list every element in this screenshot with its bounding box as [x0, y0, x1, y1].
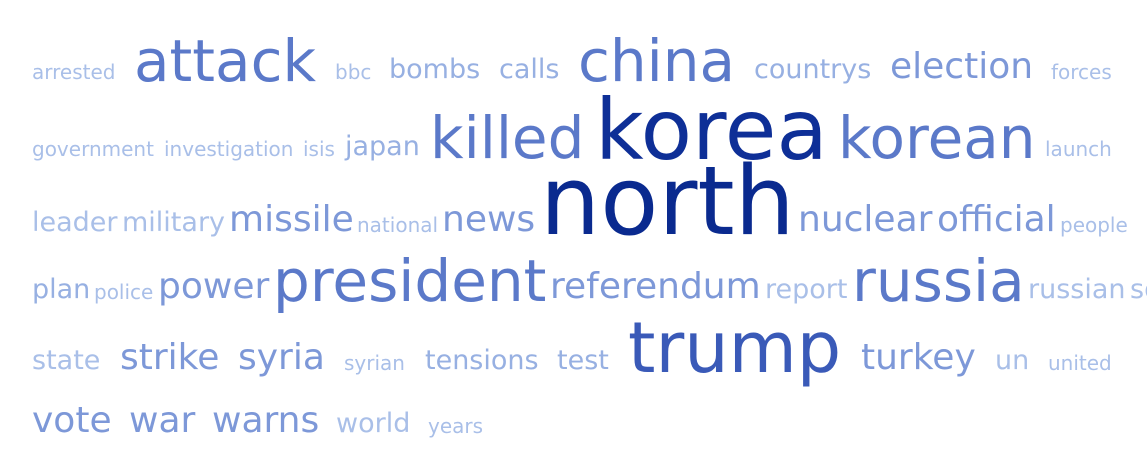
word-tensions[interactable]: tensions — [425, 345, 539, 376]
word-news[interactable]: news — [442, 199, 536, 240]
word-vote[interactable]: vote — [32, 400, 112, 441]
word-russia[interactable]: russia — [852, 247, 1025, 315]
word-military[interactable]: military — [122, 207, 226, 238]
word-north[interactable]: north — [540, 147, 795, 257]
word-government[interactable]: government — [32, 137, 154, 161]
word-china[interactable]: china — [578, 27, 736, 95]
word-official[interactable]: official — [937, 199, 1056, 240]
word-state[interactable]: state — [32, 345, 101, 376]
word-attack[interactable]: attack — [134, 27, 317, 95]
word-warns[interactable]: warns — [212, 400, 320, 441]
word-strike[interactable]: strike — [120, 337, 220, 378]
word-national[interactable]: national — [357, 213, 439, 237]
word-nuclear[interactable]: nuclear — [798, 199, 933, 240]
word-korea[interactable]: korea — [595, 81, 828, 179]
word-united[interactable]: united — [1048, 351, 1112, 375]
word-bbc[interactable]: bbc — [335, 60, 372, 84]
word-isis[interactable]: isis — [303, 137, 335, 161]
word-turkey[interactable]: turkey — [861, 337, 976, 378]
word-syrian[interactable]: syrian — [344, 351, 405, 375]
word-korean[interactable]: korean — [838, 104, 1036, 172]
word-bombs[interactable]: bombs — [389, 54, 481, 85]
word-countrys[interactable]: countrys — [754, 54, 872, 85]
word-report[interactable]: report — [765, 274, 848, 305]
word-years[interactable]: years — [428, 414, 484, 438]
word-test[interactable]: test — [557, 345, 609, 376]
word-people[interactable]: people — [1060, 213, 1128, 237]
word-russian[interactable]: russian — [1028, 274, 1126, 305]
word-killed[interactable]: killed — [430, 104, 585, 172]
word-world[interactable]: world — [336, 408, 411, 439]
word-arrested[interactable]: arrested — [32, 60, 116, 84]
word-plan[interactable]: plan — [32, 274, 91, 305]
word-launch[interactable]: launch — [1045, 137, 1112, 161]
word-trump[interactable]: trump — [628, 307, 842, 389]
word-war[interactable]: war — [129, 400, 196, 441]
word-japan[interactable]: japan — [345, 131, 420, 162]
word-investigation[interactable]: investigation — [164, 137, 294, 161]
word-police[interactable]: police — [94, 280, 154, 304]
word-leader[interactable]: leader — [32, 207, 118, 238]
word-un[interactable]: un — [995, 345, 1030, 376]
word-forces[interactable]: forces — [1051, 60, 1112, 84]
word-syria[interactable]: syria — [238, 337, 325, 378]
word-calls[interactable]: calls — [499, 54, 560, 85]
word-power[interactable]: power — [158, 266, 270, 307]
word-election[interactable]: election — [890, 46, 1034, 87]
word-referendum[interactable]: referendum — [550, 266, 761, 307]
word-president[interactable]: president — [273, 247, 547, 315]
word-south[interactable]: south — [1130, 274, 1147, 305]
word-missile[interactable]: missile — [229, 199, 354, 240]
